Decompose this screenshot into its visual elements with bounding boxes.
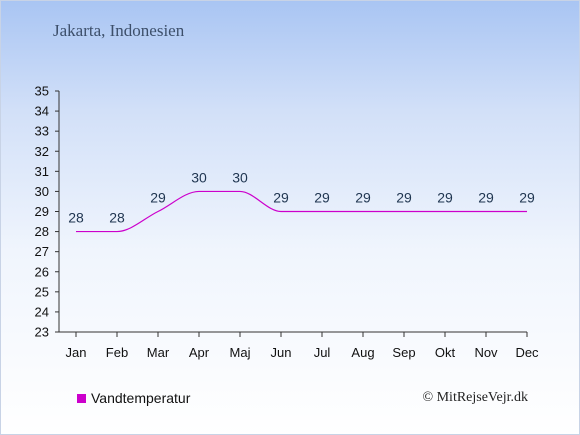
x-tick-label: Maj bbox=[230, 345, 251, 360]
y-tick-label: 32 bbox=[35, 144, 49, 159]
x-tick-label: Feb bbox=[106, 345, 128, 360]
data-label: 29 bbox=[519, 190, 535, 206]
y-tick-label: 29 bbox=[35, 204, 49, 219]
data-label: 29 bbox=[437, 190, 453, 206]
x-tick-label: Apr bbox=[189, 345, 210, 360]
y-tick-label: 35 bbox=[35, 84, 49, 99]
data-label: 30 bbox=[191, 169, 207, 185]
x-tick-label: Okt bbox=[435, 345, 456, 360]
x-tick-label: Aug bbox=[351, 345, 374, 360]
data-label: 29 bbox=[396, 190, 412, 206]
y-tick-label: 23 bbox=[35, 325, 49, 340]
y-tick-label: 24 bbox=[35, 304, 49, 319]
series-line-vandtemperatur bbox=[75, 190, 527, 233]
legend: Vandtemperatur bbox=[77, 390, 190, 406]
data-label: 29 bbox=[355, 190, 371, 206]
x-tick-label: Mar bbox=[147, 345, 170, 360]
x-tick-label: Jan bbox=[66, 345, 87, 360]
data-label: 29 bbox=[314, 190, 330, 206]
legend-swatch bbox=[77, 393, 86, 403]
data-label: 29 bbox=[273, 190, 289, 206]
y-tick-label: 30 bbox=[35, 184, 49, 199]
y-tick-label: 31 bbox=[35, 164, 49, 179]
chart-title: Jakarta, Indonesien bbox=[53, 21, 185, 40]
credit-text: © MitRejseVejr.dk bbox=[422, 390, 528, 405]
data-label: 29 bbox=[478, 190, 494, 206]
x-tick-label: Dec bbox=[515, 345, 539, 360]
y-tick-label: 27 bbox=[35, 244, 49, 259]
data-label: 29 bbox=[150, 190, 166, 206]
x-tick-label: Nov bbox=[474, 345, 498, 360]
y-tick-label: 26 bbox=[35, 264, 49, 279]
data-label: 28 bbox=[109, 210, 125, 226]
data-label: 28 bbox=[68, 210, 84, 226]
legend-label: Vandtemperatur bbox=[91, 390, 191, 406]
y-tick-label: 28 bbox=[35, 224, 49, 239]
y-tick-label: 34 bbox=[35, 104, 49, 119]
data-label: 30 bbox=[232, 169, 248, 185]
y-tick-label: 33 bbox=[35, 124, 49, 139]
y-tick-label: 25 bbox=[35, 284, 49, 299]
x-tick-label: Jun bbox=[271, 345, 292, 360]
x-tick-label: Sep bbox=[392, 345, 415, 360]
x-tick-label: Jul bbox=[314, 345, 331, 360]
